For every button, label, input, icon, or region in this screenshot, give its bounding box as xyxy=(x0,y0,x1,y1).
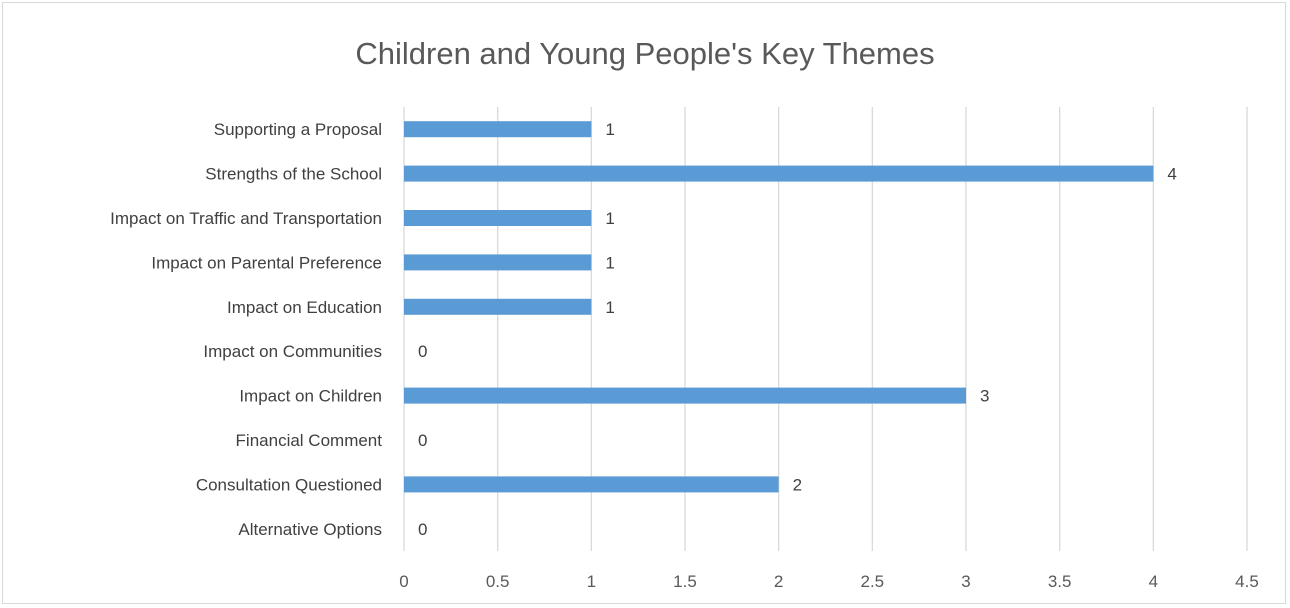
bar xyxy=(404,121,592,138)
category-label: Impact on Parental Preference xyxy=(151,253,382,272)
x-tick-label: 0 xyxy=(399,572,408,591)
bar xyxy=(404,210,592,226)
x-tick-label: 3.5 xyxy=(1048,572,1072,591)
category-label: Impact on Education xyxy=(227,298,382,317)
category-label: Impact on Traffic and Transportation xyxy=(110,209,382,228)
data-label: 4 xyxy=(1167,165,1176,184)
chart-title: Children and Young People's Key Themes xyxy=(355,36,935,71)
category-label: Consultation Questioned xyxy=(196,475,382,494)
category-label: Impact on Communities xyxy=(203,342,382,361)
x-tick-label: 1 xyxy=(587,572,596,591)
category-label: Alternative Options xyxy=(238,520,382,539)
category-label: Financial Comment xyxy=(236,431,383,450)
data-label: 1 xyxy=(605,253,614,272)
category-label: Impact on Children xyxy=(239,387,382,406)
x-tick-label: 0.5 xyxy=(486,572,510,591)
x-tick-label: 1.5 xyxy=(673,572,697,591)
x-tick-label: 2 xyxy=(774,572,783,591)
data-label: 1 xyxy=(605,209,614,228)
bar xyxy=(404,165,1154,182)
data-label: 3 xyxy=(980,387,989,406)
data-label: 1 xyxy=(605,298,614,317)
data-label: 1 xyxy=(605,120,614,139)
bar xyxy=(404,254,592,271)
bar xyxy=(404,387,966,404)
x-tick-label: 4.5 xyxy=(1235,572,1259,591)
x-tick-label: 2.5 xyxy=(861,572,885,591)
x-tick-label: 4 xyxy=(1149,572,1158,591)
data-label: 0 xyxy=(418,342,427,361)
category-label: Supporting a Proposal xyxy=(214,120,382,139)
x-tick-label: 3 xyxy=(961,572,970,591)
data-label: 0 xyxy=(418,431,427,450)
data-label: 0 xyxy=(418,520,427,539)
bar xyxy=(404,476,779,493)
category-label: Strengths of the School xyxy=(205,165,382,184)
bar xyxy=(404,298,592,315)
data-label: 2 xyxy=(793,475,802,494)
